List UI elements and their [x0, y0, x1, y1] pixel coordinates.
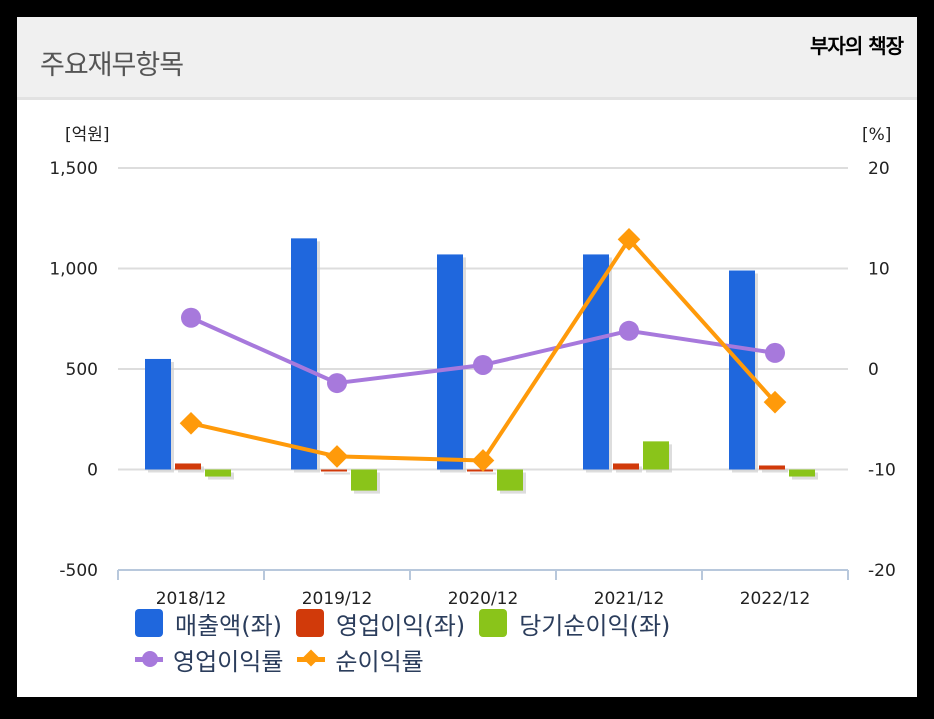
- bar[interactable]: [437, 254, 463, 470]
- legend: 매출액(좌) 영업이익(좌) 당기순이익(좌) 영업이익률 순이익률: [135, 605, 835, 677]
- legend-item-operating-profit[interactable]: 영업이익(좌): [296, 606, 465, 641]
- legend-item-net-income[interactable]: 당기순이익(좌): [479, 606, 670, 641]
- circle-marker-icon: [135, 649, 163, 669]
- line-path: [190, 237, 777, 463]
- legend-item-operating-margin[interactable]: 영업이익률: [135, 642, 283, 677]
- axes: 1,500 20 1,000 10 500 0 0 -10 -500 -20 [억원] [%] 2018…: [49, 125, 895, 609]
- diamond-marker-icon: [297, 649, 326, 669]
- x-axis-label: 2019/12: [302, 589, 373, 609]
- right-axis-tick: 20: [868, 159, 890, 179]
- circle-point-icon[interactable]: [181, 307, 201, 328]
- diamond-point-icon[interactable]: [471, 449, 495, 472]
- line-series: [179, 228, 787, 472]
- bar[interactable]: [205, 469, 231, 477]
- bar[interactable]: [643, 441, 669, 470]
- bar-series: [145, 238, 818, 494]
- left-axis-tick: 1,000: [49, 260, 98, 280]
- panel-title: 주요재무항목: [40, 50, 184, 81]
- left-axis-tick: 1,500: [49, 159, 98, 179]
- circle-point-icon[interactable]: [327, 373, 347, 394]
- right-axis-tick: 0: [868, 360, 879, 380]
- x-axis-label: 2022/12: [740, 589, 811, 609]
- net-income-swatch-icon: [479, 609, 508, 637]
- legend-label: 영업이익(좌): [336, 611, 466, 640]
- circle-point-icon[interactable]: [473, 354, 493, 375]
- diamond-point-icon[interactable]: [325, 445, 349, 468]
- left-axis-unit: [억원]: [65, 125, 110, 145]
- legend-label: 당기순이익(좌): [519, 611, 671, 640]
- x-axis-label: 2020/12: [448, 589, 519, 609]
- bar[interactable]: [321, 469, 347, 472]
- bar[interactable]: [175, 463, 201, 470]
- diamond-point-icon[interactable]: [763, 390, 787, 414]
- circle-point-icon[interactable]: [619, 320, 639, 341]
- legend-item-revenue[interactable]: 매출액(좌): [135, 606, 282, 641]
- left-axis-tick: -500: [59, 561, 98, 581]
- legend-label: 순이익률: [335, 647, 424, 676]
- right-axis-tick: -10: [868, 461, 896, 481]
- revenue-swatch-icon: [135, 609, 163, 637]
- bar[interactable]: [497, 469, 523, 491]
- circle-point-icon[interactable]: [765, 342, 785, 363]
- bar[interactable]: [729, 270, 755, 470]
- x-axis-label: 2018/12: [156, 589, 227, 609]
- left-axis-tick: 0: [87, 461, 98, 481]
- right-axis-tick: 10: [868, 260, 890, 280]
- bar[interactable]: [789, 469, 815, 477]
- right-axis-tick: -20: [868, 561, 896, 581]
- operating-profit-swatch-icon: [296, 609, 325, 637]
- x-axis-label: 2021/12: [594, 589, 665, 609]
- bar[interactable]: [351, 469, 377, 491]
- legend-item-net-margin[interactable]: 순이익률: [297, 642, 424, 677]
- bar[interactable]: [467, 469, 493, 472]
- bar[interactable]: [613, 463, 639, 470]
- watermark: 부자의 책장: [810, 34, 904, 58]
- legend-label: 영업이익률: [173, 647, 284, 676]
- diamond-point-icon[interactable]: [179, 411, 203, 435]
- right-axis-unit: [%]: [862, 125, 891, 145]
- bar[interactable]: [145, 358, 171, 470]
- left-axis-tick: 500: [66, 360, 98, 380]
- legend-label: 매출액(좌): [175, 611, 283, 640]
- bar[interactable]: [291, 238, 317, 470]
- bar[interactable]: [759, 465, 785, 470]
- panel-header: 주요재무항목 부자의 책장: [17, 17, 917, 100]
